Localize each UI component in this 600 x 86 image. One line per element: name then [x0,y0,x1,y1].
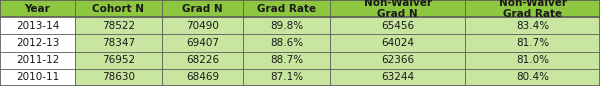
Bar [330,52,465,69]
Bar [243,34,330,52]
Bar [330,0,465,17]
Text: Year: Year [25,4,50,14]
Bar [243,69,330,86]
Text: 68469: 68469 [186,72,219,82]
Text: 88.6%: 88.6% [270,38,303,48]
Bar [0,52,75,69]
Bar [0,69,75,86]
Bar [162,52,243,69]
Text: 2012-13: 2012-13 [16,38,59,48]
Bar [75,34,162,52]
Bar [75,52,162,69]
Bar [162,69,243,86]
Bar [465,34,600,52]
Text: 87.1%: 87.1% [270,72,303,82]
Text: 88.7%: 88.7% [270,55,303,65]
Text: 68226: 68226 [186,55,219,65]
Bar [162,17,243,34]
Bar [162,34,243,52]
Text: 65456: 65456 [381,21,414,31]
Bar [465,52,600,69]
Text: 2013-14: 2013-14 [16,21,59,31]
Text: Non-Waiver
Grad Rate: Non-Waiver Grad Rate [499,0,566,19]
Bar [162,0,243,17]
Text: Grad N: Grad N [182,4,223,14]
Text: Grad Rate: Grad Rate [257,4,316,14]
Text: 2010-11: 2010-11 [16,72,59,82]
Text: 78522: 78522 [102,21,135,31]
Bar [243,17,330,34]
Text: Non-Waiver
Grad N: Non-Waiver Grad N [364,0,431,19]
Text: 64024: 64024 [381,38,414,48]
Bar [75,17,162,34]
Text: 2011-12: 2011-12 [16,55,59,65]
Bar [75,0,162,17]
Text: 83.4%: 83.4% [516,21,549,31]
Bar [465,0,600,17]
Bar [0,17,75,34]
Text: 78347: 78347 [102,38,135,48]
Text: 81.7%: 81.7% [516,38,549,48]
Bar [330,69,465,86]
Text: 81.0%: 81.0% [516,55,549,65]
Text: 76952: 76952 [102,55,135,65]
Text: 78630: 78630 [102,72,135,82]
Bar [330,34,465,52]
Text: 80.4%: 80.4% [516,72,549,82]
Bar [330,17,465,34]
Bar [243,52,330,69]
Text: 89.8%: 89.8% [270,21,303,31]
Bar [243,0,330,17]
Text: Cohort N: Cohort N [92,4,145,14]
Text: 62366: 62366 [381,55,414,65]
Text: 69407: 69407 [186,38,219,48]
Bar [75,69,162,86]
Bar [465,69,600,86]
Bar [0,34,75,52]
Text: 63244: 63244 [381,72,414,82]
Bar [465,17,600,34]
Bar [0,0,75,17]
Text: 70490: 70490 [186,21,219,31]
